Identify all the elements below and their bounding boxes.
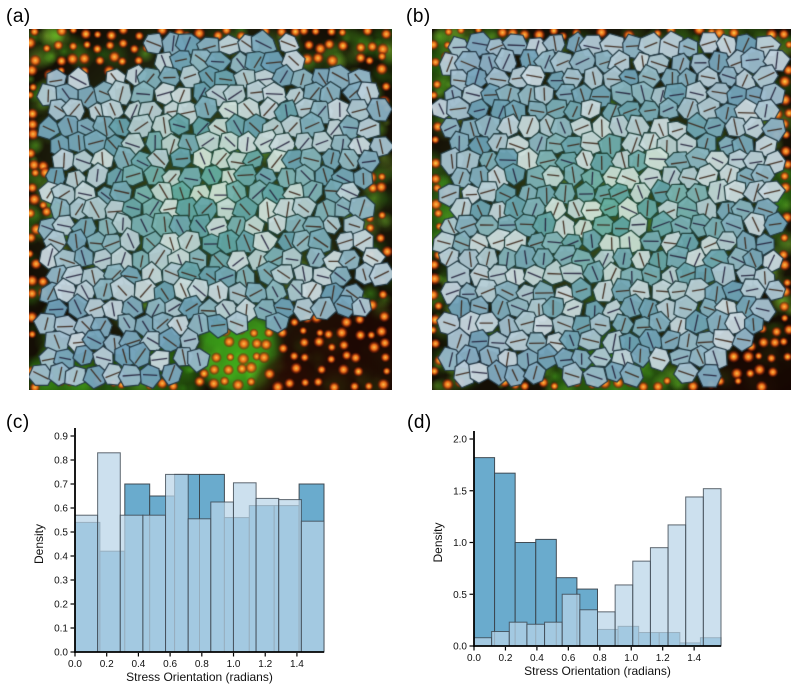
svg-text:0.6: 0.6 — [54, 504, 68, 515]
segmentation-image-b — [432, 29, 791, 390]
svg-text:0.4: 0.4 — [530, 653, 544, 664]
panel-label-c: (c) — [6, 412, 30, 433]
svg-text:0.2: 0.2 — [498, 653, 512, 664]
svg-text:0.8: 0.8 — [54, 456, 68, 467]
svg-text:1.0: 1.0 — [624, 653, 638, 664]
svg-text:0.9: 0.9 — [54, 432, 68, 443]
svg-text:0.6: 0.6 — [163, 659, 177, 670]
panel-label-a: (a) — [6, 6, 31, 27]
svg-text:0.2: 0.2 — [100, 659, 114, 670]
svg-text:1.5: 1.5 — [453, 486, 467, 497]
svg-text:0.3: 0.3 — [54, 576, 68, 587]
svg-text:0.0: 0.0 — [68, 659, 82, 670]
axes: 0.0 0.2 0.4 0.6 0.8 1.0 1.2 1.4 0.0 0.1 0.2 0.3 0.4 0… — [54, 428, 324, 670]
svg-text:1.2: 1.2 — [656, 653, 670, 664]
light_blue_histogram — [74, 452, 325, 653]
panel-label-b: (b) — [406, 6, 431, 27]
svg-text:0.5: 0.5 — [453, 590, 467, 601]
svg-text:Density: Density — [431, 522, 445, 562]
svg-text:2.0: 2.0 — [453, 435, 467, 446]
histogram-c: 0.0 0.2 0.4 0.6 0.8 1.0 1.2 1.4 0.0 0.1 0.2 0.3 0.4 0… — [32, 428, 325, 684]
svg-text:0.2: 0.2 — [54, 600, 68, 611]
svg-text:1.4: 1.4 — [290, 659, 304, 670]
svg-text:0.0: 0.0 — [453, 642, 467, 653]
svg-text:Stress Orientation (radians): Stress Orientation (radians) — [126, 670, 273, 684]
svg-text:1.4: 1.4 — [687, 653, 701, 664]
svg-text:0.7: 0.7 — [54, 480, 68, 491]
svg-text:0.8: 0.8 — [593, 653, 607, 664]
svg-text:Density: Density — [32, 524, 46, 564]
svg-text:0.4: 0.4 — [131, 659, 145, 670]
histogram-d: 0.0 0.2 0.4 0.6 0.8 1.0 1.2 1.4 0.0 0.5 1.0 1.5 2.0 S… — [431, 431, 722, 678]
svg-text:0.0: 0.0 — [54, 648, 68, 659]
axes: 0.0 0.2 0.4 0.6 0.8 1.0 1.2 1.4 0.0 0.5 1.0 1.5 2.0 — [453, 431, 721, 664]
svg-text:1.2: 1.2 — [258, 659, 272, 670]
svg-text:0.1: 0.1 — [54, 624, 68, 635]
svg-text:0.4: 0.4 — [54, 552, 68, 563]
svg-text:1.0: 1.0 — [453, 538, 467, 549]
svg-text:0.0: 0.0 — [467, 653, 481, 664]
panel-label-d: (d) — [407, 412, 432, 433]
svg-text:0.8: 0.8 — [195, 659, 209, 670]
svg-text:0.5: 0.5 — [54, 528, 68, 539]
svg-text:Stress Orientation (radians): Stress Orientation (radians) — [524, 664, 671, 678]
svg-text:0.6: 0.6 — [561, 653, 575, 664]
light_blue_histogram — [473, 488, 722, 647]
svg-text:1.0: 1.0 — [227, 659, 241, 670]
segmentation-image-a — [29, 29, 392, 390]
